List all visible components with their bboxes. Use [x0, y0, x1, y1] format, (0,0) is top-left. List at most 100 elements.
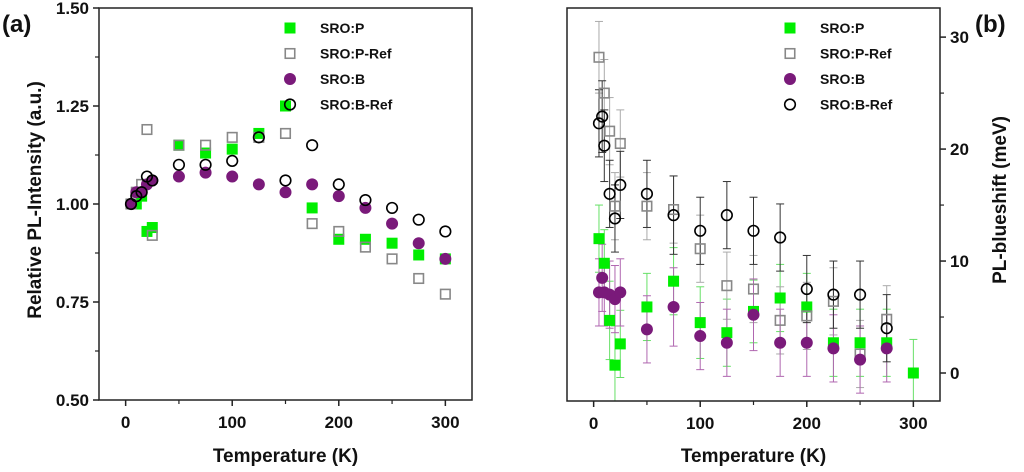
panel-b-marks: [592, 51, 919, 379]
data-point: [333, 233, 345, 245]
series-sro-b-ref: [592, 110, 893, 335]
legend-marker: [284, 73, 296, 85]
data-point: [720, 209, 733, 222]
panel-label-a: (a): [2, 11, 31, 38]
data-point: [907, 367, 919, 379]
error-bar-sro-b-ref: [642, 159, 651, 228]
series-sro-p-ref: [125, 123, 451, 300]
data-point: [721, 327, 733, 339]
legend-item-sro-p: SRO:P: [784, 20, 864, 36]
data-point: [720, 336, 733, 349]
data-point: [592, 117, 606, 130]
data-point: [800, 282, 813, 296]
data-point: [412, 213, 425, 226]
y-tick-label: 1.00: [56, 195, 89, 214]
data-point: [603, 187, 616, 200]
legend-marker: [784, 47, 796, 60]
error-bar-sro-b-ref: [856, 260, 865, 329]
data-point: [146, 222, 158, 234]
x-tick-label: 100: [218, 413, 246, 432]
panel-a-marks: [124, 100, 452, 300]
data-point: [439, 288, 451, 300]
data-point: [172, 170, 185, 183]
data-point: [252, 178, 265, 191]
x-tick-label: 300: [431, 413, 459, 432]
panel-a-y-ticks: 0.50 0.75 1.00 1.25 1.50: [56, 0, 99, 410]
data-point: [641, 200, 653, 212]
data-point: [609, 359, 621, 371]
legend-marker: [783, 98, 797, 111]
data-point: [721, 280, 733, 292]
data-point: [226, 143, 238, 155]
legend-item-sro-b: SRO:B: [284, 71, 365, 87]
data-point: [614, 286, 627, 299]
data-point: [252, 131, 265, 144]
panel-a-legend: SRO:P SRO:P-Ref SRO:B SRO:B-Ref: [283, 20, 393, 113]
panel-b-legend: SRO:P SRO:P-Ref SRO:B SRO:B-Ref: [783, 20, 893, 113]
panel-b: (b) 0 100 200 300 0 10 20 30 Temperature (K) P…: [566, 7, 1011, 467]
data-point: [439, 225, 452, 238]
data-point: [226, 131, 238, 143]
data-point: [413, 249, 425, 261]
data-point: [880, 322, 893, 335]
legend-marker: [284, 22, 296, 34]
data-point: [827, 342, 840, 355]
error-bar-sro-b-ref: [669, 175, 678, 255]
data-point: [598, 139, 611, 152]
data-point: [386, 237, 398, 249]
data-point: [253, 127, 265, 139]
y-tick-label: 1.50: [56, 0, 89, 18]
data-point: [774, 336, 787, 349]
data-point: [226, 170, 239, 183]
data-point: [199, 158, 212, 171]
data-point: [747, 224, 760, 237]
data-point: [173, 139, 185, 151]
data-point: [386, 217, 399, 230]
data-point: [609, 200, 621, 212]
data-point: [172, 158, 186, 171]
data-point: [800, 336, 813, 349]
data-point: [306, 202, 318, 214]
data-point: [413, 272, 425, 285]
data-point: [774, 231, 787, 244]
data-point: [668, 275, 680, 287]
data-point: [386, 253, 398, 265]
legend-marker: [784, 73, 796, 85]
data-point: [694, 317, 706, 329]
x-tick-label: 0: [589, 414, 598, 433]
data-point: [774, 292, 786, 304]
legend-item-sro-b-ref: SRO:B-Ref: [283, 97, 393, 113]
panel-b-y-axis-label: PL-blueshift (meV): [990, 116, 1011, 284]
data-point: [641, 301, 653, 313]
data-point: [359, 233, 371, 245]
data-point: [604, 314, 616, 326]
data-point: [881, 313, 893, 325]
data-point: [747, 283, 760, 295]
series-sro-b-ref: [124, 131, 452, 238]
legend-marker: [283, 98, 297, 111]
data-point: [200, 139, 212, 151]
data-point: [412, 237, 425, 250]
data-point: [801, 310, 813, 322]
data-point: [694, 243, 706, 255]
data-point: [801, 301, 813, 313]
data-point: [694, 330, 707, 343]
data-point: [640, 323, 653, 336]
data-point: [827, 288, 840, 301]
y-tick-label: 20: [950, 140, 969, 159]
panel-a-x-axis-label: Temperature (K): [213, 446, 358, 467]
data-point: [279, 127, 292, 139]
legend-item-sro-p: SRO:P: [284, 20, 364, 36]
data-point: [226, 154, 239, 167]
data-point: [667, 209, 680, 222]
data-point: [306, 139, 319, 152]
data-point: [614, 137, 626, 150]
series-sro-p: [125, 100, 451, 265]
error-bar-sro-b-ref: [749, 196, 758, 265]
y-tick-label: 10: [950, 252, 969, 271]
x-tick-label: 300: [899, 414, 927, 433]
y-tick-label: 0: [950, 364, 959, 383]
error-bar-sro-b-ref: [802, 254, 811, 324]
y-tick-label: 0.50: [56, 391, 89, 410]
